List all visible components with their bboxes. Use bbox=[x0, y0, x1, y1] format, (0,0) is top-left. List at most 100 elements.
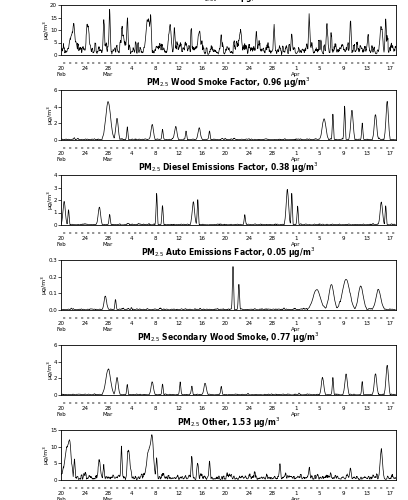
Text: o: o bbox=[110, 401, 112, 405]
Text: o: o bbox=[274, 61, 277, 65]
Text: o: o bbox=[180, 486, 183, 490]
Text: o: o bbox=[286, 146, 288, 150]
Text: o: o bbox=[304, 316, 306, 320]
Text: o: o bbox=[251, 316, 253, 320]
Text: o: o bbox=[356, 486, 359, 490]
Text: o: o bbox=[356, 401, 359, 405]
Text: o: o bbox=[386, 486, 388, 490]
Text: o: o bbox=[239, 316, 242, 320]
Text: o: o bbox=[69, 486, 71, 490]
Text: o: o bbox=[98, 486, 101, 490]
Text: o: o bbox=[198, 316, 200, 320]
Text: o: o bbox=[180, 316, 183, 320]
Text: o: o bbox=[374, 61, 377, 65]
Text: o: o bbox=[98, 316, 101, 320]
Y-axis label: μg/m³: μg/m³ bbox=[46, 106, 52, 124]
Text: o: o bbox=[180, 146, 183, 150]
Text: o: o bbox=[69, 61, 71, 65]
Text: o: o bbox=[75, 146, 77, 150]
Text: o: o bbox=[392, 316, 394, 320]
Text: o: o bbox=[380, 316, 382, 320]
Text: o: o bbox=[169, 316, 171, 320]
Text: o: o bbox=[298, 146, 300, 150]
Text: o: o bbox=[63, 61, 65, 65]
Text: o: o bbox=[280, 231, 283, 235]
Text: o: o bbox=[386, 316, 388, 320]
Text: o: o bbox=[274, 231, 277, 235]
Text: o: o bbox=[350, 486, 353, 490]
Text: o: o bbox=[145, 146, 148, 150]
Text: o: o bbox=[368, 231, 370, 235]
Text: o: o bbox=[104, 146, 106, 150]
Text: o: o bbox=[257, 146, 259, 150]
Text: o: o bbox=[368, 316, 370, 320]
Text: o: o bbox=[192, 61, 195, 65]
Text: o: o bbox=[327, 146, 330, 150]
Text: o: o bbox=[110, 316, 112, 320]
Text: o: o bbox=[362, 401, 365, 405]
Title: PM$_{2.5}$ Other, 1.53 μg/m$^3$: PM$_{2.5}$ Other, 1.53 μg/m$^3$ bbox=[177, 416, 280, 430]
Text: o: o bbox=[392, 146, 394, 150]
Text: o: o bbox=[274, 316, 277, 320]
Text: o: o bbox=[110, 486, 112, 490]
Text: o: o bbox=[98, 401, 101, 405]
Text: o: o bbox=[122, 146, 124, 150]
Text: o: o bbox=[180, 231, 183, 235]
Text: o: o bbox=[374, 401, 377, 405]
Y-axis label: μg/m³: μg/m³ bbox=[46, 360, 52, 380]
Text: o: o bbox=[92, 316, 95, 320]
Text: o: o bbox=[321, 61, 324, 65]
Text: o: o bbox=[80, 316, 83, 320]
Text: o: o bbox=[268, 486, 271, 490]
Text: o: o bbox=[110, 61, 112, 65]
Text: o: o bbox=[298, 486, 300, 490]
Text: o: o bbox=[204, 61, 206, 65]
Text: o: o bbox=[257, 401, 259, 405]
Text: o: o bbox=[262, 316, 265, 320]
Text: o: o bbox=[215, 316, 218, 320]
Y-axis label: μg/m³: μg/m³ bbox=[46, 190, 52, 210]
Text: o: o bbox=[104, 61, 106, 65]
Text: o: o bbox=[392, 231, 394, 235]
Text: o: o bbox=[333, 401, 335, 405]
Text: o: o bbox=[204, 316, 206, 320]
Text: o: o bbox=[233, 146, 235, 150]
Text: o: o bbox=[309, 316, 312, 320]
Text: o: o bbox=[304, 61, 306, 65]
Text: o: o bbox=[204, 486, 206, 490]
Text: o: o bbox=[192, 401, 195, 405]
Text: o: o bbox=[362, 61, 365, 65]
Text: o: o bbox=[327, 401, 330, 405]
Text: o: o bbox=[110, 146, 112, 150]
Text: o: o bbox=[157, 61, 159, 65]
Text: o: o bbox=[304, 146, 306, 150]
Text: o: o bbox=[268, 146, 271, 150]
Text: o: o bbox=[186, 316, 188, 320]
Text: o: o bbox=[92, 146, 95, 150]
Text: o: o bbox=[368, 146, 370, 150]
Text: o: o bbox=[362, 316, 365, 320]
Text: o: o bbox=[315, 61, 318, 65]
Text: o: o bbox=[92, 486, 95, 490]
Text: o: o bbox=[321, 486, 324, 490]
Text: o: o bbox=[139, 231, 142, 235]
Text: o: o bbox=[145, 401, 148, 405]
Text: o: o bbox=[151, 61, 153, 65]
Text: o: o bbox=[63, 401, 65, 405]
Text: o: o bbox=[245, 231, 247, 235]
Title: PM$_{2.5}$, 3.69 μg/m$^3$: PM$_{2.5}$, 3.69 μg/m$^3$ bbox=[191, 0, 266, 5]
Text: o: o bbox=[86, 61, 89, 65]
Text: o: o bbox=[180, 61, 183, 65]
Text: o: o bbox=[227, 486, 230, 490]
Text: o: o bbox=[268, 231, 271, 235]
Text: o: o bbox=[186, 231, 188, 235]
Title: PM$_{2.5}$ Diesel Emissions Factor, 0.38 μg/m$^3$: PM$_{2.5}$ Diesel Emissions Factor, 0.38… bbox=[138, 160, 319, 175]
Text: o: o bbox=[339, 486, 341, 490]
Text: o: o bbox=[262, 61, 265, 65]
Title: PM$_{2.5}$ Wood Smoke Factor, 0.96 μg/m$^3$: PM$_{2.5}$ Wood Smoke Factor, 0.96 μg/m$… bbox=[146, 76, 311, 90]
Text: o: o bbox=[98, 231, 101, 235]
Text: o: o bbox=[345, 486, 347, 490]
Text: o: o bbox=[298, 231, 300, 235]
Text: o: o bbox=[86, 146, 89, 150]
Text: o: o bbox=[210, 231, 212, 235]
